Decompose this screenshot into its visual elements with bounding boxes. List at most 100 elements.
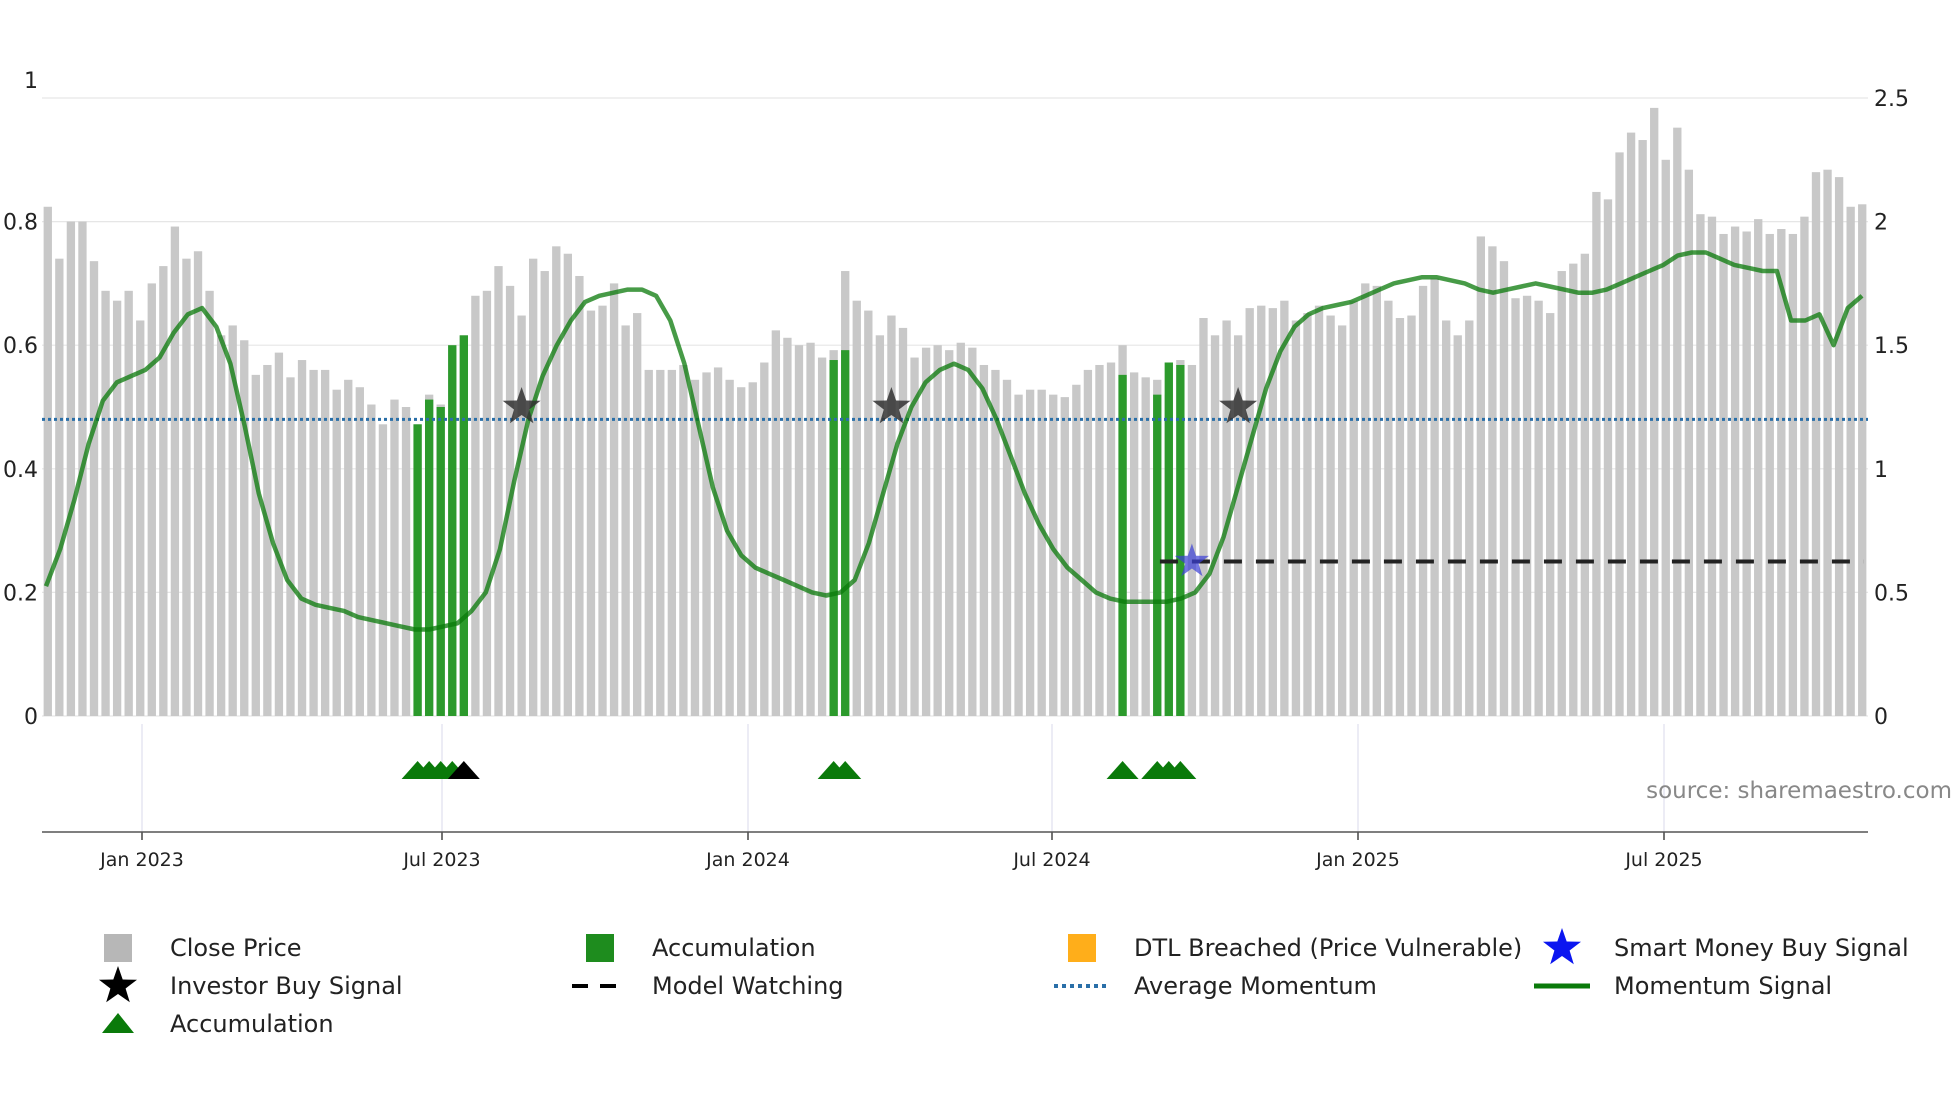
accumulation-bar — [448, 345, 457, 716]
close-price-bar — [1337, 325, 1347, 716]
legend-entry: Smart Money Buy Signal — [1543, 928, 1909, 965]
close-price-bar — [1534, 300, 1543, 716]
close-price-bar — [933, 345, 942, 716]
close-price-bar — [320, 369, 330, 716]
left-tick-label: 1 — [24, 69, 38, 94]
close-price-bar — [1407, 315, 1416, 716]
right-tick-label: 0.5 — [1874, 581, 1909, 606]
legend-label: Momentum Signal — [1614, 972, 1832, 1000]
right-tick-label: 1 — [1874, 458, 1888, 483]
close-price-bar — [1638, 140, 1647, 717]
momentum-signal-line — [43, 250, 1864, 632]
close-price-bar — [159, 266, 168, 716]
x-tick-label: Jan 2025 — [1315, 849, 1400, 871]
close-price-bar — [1037, 389, 1046, 716]
close-price-bar — [529, 258, 538, 716]
accumulation-bar — [1153, 394, 1162, 716]
close-price-bar — [240, 340, 249, 716]
close-price-bar — [1661, 159, 1670, 717]
close-price-bar — [1095, 364, 1104, 716]
x-tick-label: Jan 2024 — [705, 849, 790, 871]
close-price-bar — [344, 379, 353, 716]
close-price-bar — [702, 372, 711, 716]
close-price-bar — [1014, 394, 1023, 716]
legend-label: Accumulation — [170, 1010, 334, 1038]
left-tick-label: 0.4 — [3, 458, 38, 483]
axes: 0 0.2 0.4 0.6 0.8 1 0 0.5 1 1.5 2 2.5 — [3, 69, 1909, 730]
close-price-bar — [471, 295, 480, 716]
close-price-bar — [1719, 233, 1728, 716]
legend-label: Average Momentum — [1134, 972, 1377, 1000]
close-price-bar — [1361, 283, 1370, 716]
legend-label: Accumulation — [652, 934, 816, 962]
close-price-bar — [921, 347, 931, 716]
close-price-bar — [563, 253, 573, 716]
close-price-bar — [910, 357, 919, 716]
close-price-bar — [228, 325, 237, 716]
close-price-bar — [1141, 377, 1150, 716]
close-price-bar — [1199, 318, 1208, 716]
close-price-bar — [1673, 127, 1682, 716]
close-price-bar — [1129, 372, 1139, 716]
close-price-bar — [1777, 229, 1786, 717]
close-price-bar — [1349, 300, 1358, 716]
close-price-bar — [182, 258, 191, 716]
close-price-bar — [1384, 300, 1393, 716]
close-price-bar — [147, 283, 156, 716]
close-price-bar — [274, 352, 284, 716]
close-price-bar — [355, 387, 364, 716]
close-price-bar — [1569, 263, 1578, 716]
right-tick-label: 2 — [1874, 211, 1888, 236]
investor-buy-star — [872, 387, 911, 424]
close-price-bar — [1326, 315, 1335, 716]
close-price-bar — [1083, 369, 1093, 716]
close-price-bars — [43, 107, 1867, 717]
legend-entry: Model Watching — [572, 972, 844, 1000]
close-price-bar — [1626, 132, 1636, 716]
close-price-bar — [55, 258, 64, 716]
close-price-bar — [124, 290, 133, 716]
close-price-bar — [251, 374, 260, 716]
accumulation-bar — [841, 350, 850, 716]
close-price-bar — [945, 350, 954, 716]
close-price-bar — [771, 330, 781, 716]
legend-entry: Close Price — [104, 934, 302, 962]
legend-label: Investor Buy Signal — [170, 972, 403, 1000]
smart-money-buy-star — [1174, 543, 1209, 577]
close-price-bar — [1476, 236, 1486, 716]
right-tick-label: 0 — [1874, 705, 1888, 730]
close-price-bar — [367, 404, 376, 716]
accumulation-triangle — [1106, 761, 1139, 779]
close-price-bar — [586, 310, 596, 716]
close-price-bar — [1072, 384, 1081, 716]
close-price-bar — [1002, 379, 1012, 716]
close-price-bar — [1557, 271, 1566, 716]
accumulation-bar — [436, 407, 445, 716]
close-price-bar — [540, 271, 549, 716]
close-price-bar — [609, 283, 619, 716]
close-price-bar — [1314, 305, 1324, 716]
x-tick-label: Jul 2023 — [402, 849, 480, 871]
close-price-bar — [1372, 285, 1381, 716]
close-price-bar — [760, 362, 769, 716]
close-price-bar — [1696, 214, 1705, 716]
black-star-icon — [99, 966, 137, 1003]
close-price-bar — [1060, 397, 1069, 716]
investor-buy-star — [502, 387, 541, 424]
close-price-bar — [1418, 285, 1428, 716]
close-price-bar — [1707, 216, 1717, 716]
close-price-bar — [1765, 233, 1774, 716]
investor-buy-star — [1219, 387, 1258, 424]
close-price-bar — [517, 315, 526, 716]
close-price-bar — [1210, 335, 1220, 716]
accumulation-bar — [1176, 364, 1185, 716]
legend-label: DTL Breached (Price Vulnerable) — [1134, 934, 1522, 962]
legend-entry: Accumulation — [586, 934, 816, 962]
close-price-bar — [748, 382, 757, 716]
accumulation-bar — [459, 335, 468, 716]
close-price-bar — [1580, 253, 1590, 716]
close-price-bar — [1522, 295, 1532, 716]
momentum-lines — [42, 250, 1868, 632]
close-price-bar — [1268, 308, 1277, 716]
